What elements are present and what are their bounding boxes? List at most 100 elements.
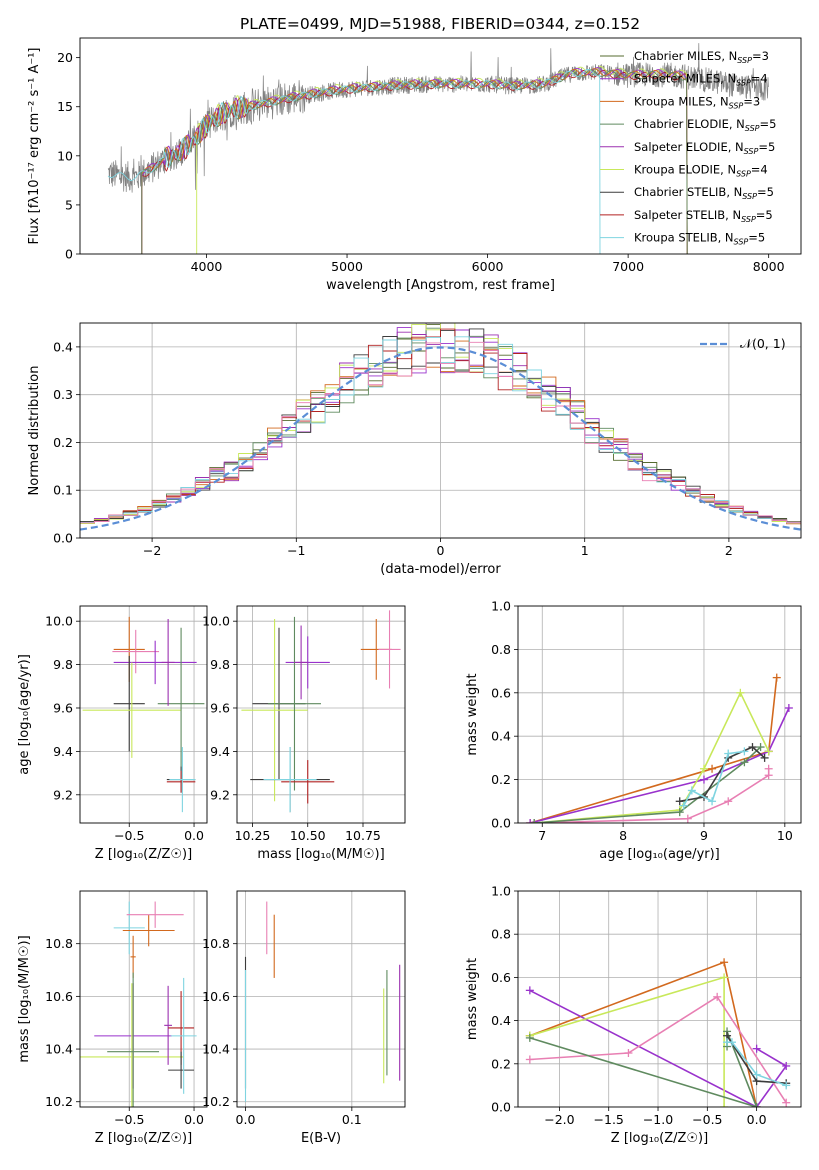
legend-text: Kroupa STELIB, N	[634, 231, 734, 245]
spectrum-model-line-kroupa_miles	[141, 68, 688, 254]
legend-subscript: SSP	[736, 79, 751, 88]
x-axis-label: Z [log₁₀(Z/Z☉)]	[611, 1131, 708, 1146]
x-tick-label: 4000	[191, 259, 223, 274]
legend-subscript: SSP	[734, 238, 749, 247]
y-tick-label: 1.0	[491, 599, 511, 614]
x-tick-label: −1.0	[643, 1112, 673, 1127]
legend-text: Chabrier ELODIE, N	[634, 117, 745, 131]
y-tick-label: 10.8	[45, 936, 73, 951]
legend-entry: Chabrier ELODIE, NSSP=5	[634, 117, 776, 133]
y-tick-label: 10.4	[45, 1042, 73, 1057]
x-tick-label: 5000	[331, 259, 363, 274]
weight-series-line	[529, 707, 790, 823]
weight-series-line	[529, 989, 788, 1107]
x-axis-label: age [log₁₀(age/yr)]	[599, 847, 720, 862]
x-axis-label: Z [log₁₀(Z/Z☉)]	[95, 847, 192, 862]
axes-mass-age: 10.25 10.50 10.75 9.2 9.4 9.6 9.8 10.0 mass [log…	[202, 605, 406, 862]
y-axis-label: Normed distribution	[27, 366, 42, 496]
y-tick-label: 0.8	[491, 642, 511, 657]
x-tick-label: 0.1	[342, 1112, 362, 1127]
y-tick-label: 0	[65, 247, 73, 262]
y-tick-label: 15	[57, 99, 73, 114]
legend-entry: Salpeter ELODIE, NSSP=5	[634, 140, 775, 156]
y-tick-label: 5	[65, 197, 73, 212]
plot-area-Z-mass	[80, 891, 207, 1107]
y-tick-label: 0.3	[53, 387, 73, 402]
legend-entry: Chabrier STELIB, NSSP=5	[634, 185, 774, 201]
legend-value: =3	[752, 49, 769, 63]
legend-subscript: SSP	[744, 147, 759, 156]
plot-area-spectrum	[107, 43, 769, 254]
axes-Z-weight: −2.0 −1.5 −1.0 −0.5 0.0 0.0 0.2 0.4 0.6 0.8 1.0 Z […	[465, 884, 802, 1146]
legend-value: =3	[743, 94, 760, 108]
y-tick-label: 0.0	[491, 816, 511, 831]
y-tick-label: 0.4	[491, 729, 511, 744]
x-tick-label: −0.5	[692, 1112, 722, 1127]
y-tick-label: 10.6	[45, 989, 73, 1004]
x-tick-label: 10.25	[235, 828, 271, 843]
figure-title: PLATE=0499, MJD=51988, FIBERID=0344, z=0…	[240, 15, 640, 33]
y-tick-label: 20	[57, 50, 73, 65]
y-tick-label: 9.8	[53, 657, 73, 672]
legend-subscript: SSP	[745, 124, 760, 133]
x-tick-label: 10.50	[290, 828, 326, 843]
y-tick-label: 10.2	[45, 1094, 73, 1109]
x-tick-label: 6000	[472, 259, 504, 274]
x-tick-label: −1	[287, 543, 305, 558]
y-tick-label: 0.6	[491, 970, 511, 985]
y-tick-label: 10.4	[202, 1042, 230, 1057]
x-tick-label: −0.5	[114, 1112, 144, 1127]
x-tick-label: −0.5	[114, 828, 144, 843]
axes-frame	[517, 605, 802, 824]
y-tick-label: 0.4	[53, 339, 73, 354]
axes-spectrum: 4000 5000 6000 7000 8000 0 5 10 15 20 wavelength […	[27, 37, 802, 293]
legend-entry: Kroupa ELODIE, NSSP=4	[634, 163, 768, 179]
y-tick-label: 9.4	[53, 744, 73, 759]
y-tick-label: 10.8	[202, 936, 230, 951]
axes-Z-mass: −0.5 0.0 10.2 10.4 10.6 10.8 Z [log₁₀(Z/Z☉)] ma…	[17, 890, 208, 1146]
y-tick-label: 0.6	[491, 685, 511, 700]
y-tick-label: 1.0	[491, 884, 511, 899]
legend-value: =5	[760, 117, 777, 131]
axes-frame	[517, 890, 802, 1108]
plot-area-Z-age	[80, 606, 207, 823]
y-tick-label: 10.2	[202, 1094, 230, 1109]
y-tick-label: 9.4	[210, 744, 230, 759]
x-tick-label: 0.0	[184, 1112, 204, 1127]
weight-series-line	[534, 746, 762, 823]
y-tick-label: 10	[57, 148, 73, 163]
plot-area-Z-weight	[518, 891, 801, 1107]
x-tick-label: 2	[725, 543, 733, 558]
plot-area-mass-age	[237, 606, 405, 823]
legend-text: Kroupa MILES, N	[634, 94, 729, 108]
x-tick-label: −2.0	[544, 1112, 574, 1127]
y-tick-label: 0.0	[53, 531, 73, 546]
axes-age-weight: 7 8 9 10 0.0 0.2 0.4 0.6 0.8 1.0 age [log₁₀(age/yr…	[465, 599, 802, 862]
legend-value: =5	[757, 185, 774, 199]
legend-text: Salpeter MILES, N	[634, 72, 736, 86]
y-tick-label: 0.0	[491, 1100, 511, 1115]
x-tick-label: 8	[619, 828, 627, 843]
legend-entry: Chabrier MILES, NSSP=3	[634, 49, 769, 65]
legend-entry: Kroupa MILES, NSSP=3	[634, 94, 760, 110]
plot-area-ebv-mass	[237, 891, 405, 1107]
legend-text: Salpeter STELIB, N	[634, 208, 741, 222]
x-tick-label: −2	[143, 543, 161, 558]
x-tick-label: 0	[437, 543, 445, 558]
y-tick-label: 10.0	[202, 614, 230, 629]
y-tick-label: 0.2	[491, 1056, 511, 1071]
histogram-steps-pink	[80, 341, 801, 527]
legend-value: =5	[756, 208, 773, 222]
spectrum-model-line-kroupa_elodie	[196, 66, 688, 254]
axes-ebv-mass: 0.0 0.1 10.2 10.4 10.6 10.8 E(B-V)	[202, 890, 406, 1146]
legend-subscript: SSP	[737, 56, 752, 65]
y-tick-label: 0.1	[53, 483, 73, 498]
x-tick-label: 0.0	[236, 1112, 256, 1127]
legend-value: =5	[758, 140, 775, 154]
x-tick-label: 0.0	[747, 1112, 767, 1127]
axes-frame	[236, 890, 406, 1108]
axes-frame	[79, 890, 208, 1108]
y-tick-label: 0.8	[491, 927, 511, 942]
legend-value: =4	[751, 163, 768, 177]
